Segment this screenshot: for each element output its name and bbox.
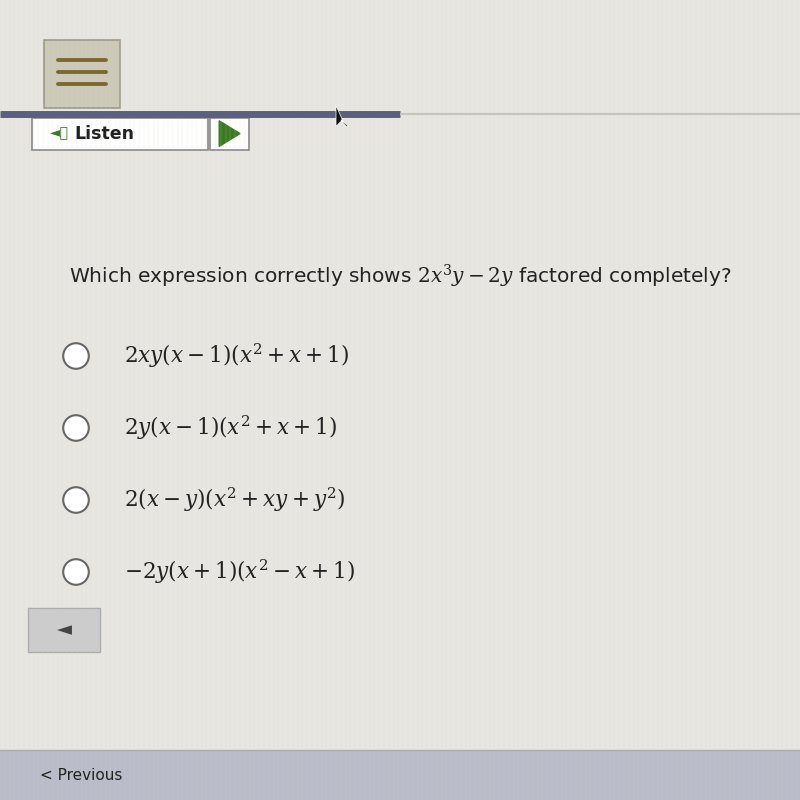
Text: $2xy(x - 1)(x^2 + x + 1)$: $2xy(x - 1)(x^2 + x + 1)$ — [124, 342, 350, 370]
Polygon shape — [336, 104, 349, 126]
Circle shape — [63, 415, 89, 441]
Circle shape — [63, 343, 89, 369]
Text: $2y(x - 1)(x^2 + x + 1)$: $2y(x - 1)(x^2 + x + 1)$ — [124, 414, 337, 442]
FancyBboxPatch shape — [44, 40, 120, 108]
Text: Which expression correctly shows $2x^3y - 2y$ factored completely?: Which expression correctly shows $2x^3y … — [69, 262, 731, 290]
FancyBboxPatch shape — [32, 118, 208, 150]
Text: Listen: Listen — [74, 125, 134, 142]
Text: $-2y(x + 1)(x^2 - x + 1)$: $-2y(x + 1)(x^2 - x + 1)$ — [124, 558, 355, 586]
Text: ◄: ◄ — [57, 621, 71, 639]
Circle shape — [63, 487, 89, 513]
Text: $2(x - y)(x^2 + xy + y^2)$: $2(x - y)(x^2 + xy + y^2)$ — [124, 486, 346, 514]
Text: ◄⦳: ◄⦳ — [50, 126, 70, 141]
Circle shape — [63, 559, 89, 585]
Polygon shape — [219, 121, 240, 146]
FancyBboxPatch shape — [0, 750, 800, 800]
FancyBboxPatch shape — [210, 118, 249, 150]
FancyBboxPatch shape — [28, 608, 100, 652]
Text: < Previous: < Previous — [40, 768, 122, 782]
